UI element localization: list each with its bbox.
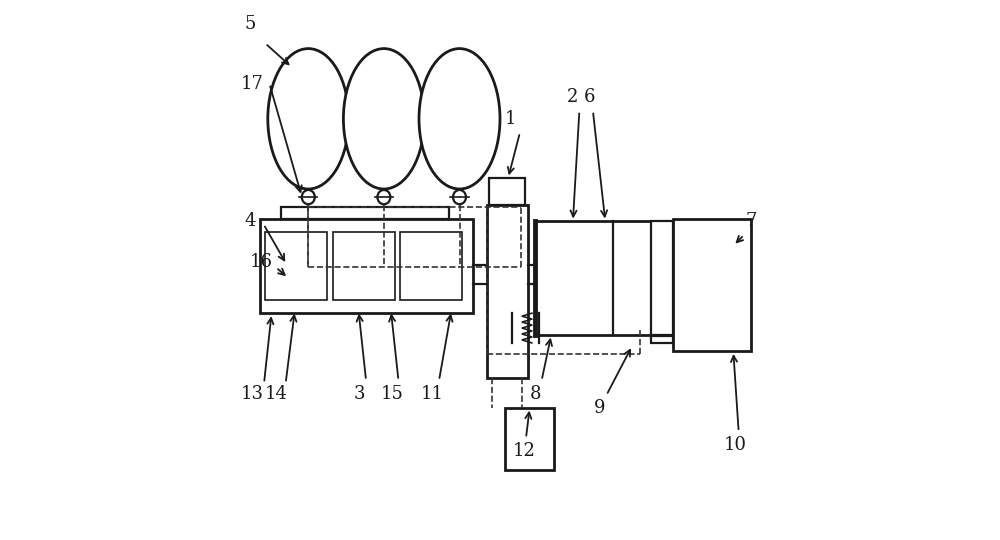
Ellipse shape <box>377 190 390 204</box>
Text: 12: 12 <box>513 442 536 460</box>
Bar <box>487 205 528 378</box>
Bar <box>260 219 473 313</box>
Bar <box>651 221 673 335</box>
Bar <box>673 219 751 351</box>
Text: 11: 11 <box>421 385 444 403</box>
Bar <box>535 221 651 335</box>
Ellipse shape <box>268 49 349 189</box>
Text: 13: 13 <box>241 385 264 403</box>
Text: 14: 14 <box>264 385 287 403</box>
Bar <box>505 408 554 470</box>
Bar <box>400 232 462 300</box>
Bar <box>651 336 673 343</box>
Ellipse shape <box>343 49 424 189</box>
Ellipse shape <box>302 190 315 204</box>
Text: 2: 2 <box>567 88 579 106</box>
Text: 15: 15 <box>381 385 403 403</box>
Bar <box>489 178 525 205</box>
Text: 1: 1 <box>505 110 517 128</box>
Bar <box>281 207 449 219</box>
Ellipse shape <box>419 49 500 189</box>
Bar <box>333 232 395 300</box>
Text: 8: 8 <box>529 385 541 403</box>
Text: 4: 4 <box>245 212 256 231</box>
Text: 16: 16 <box>250 253 273 271</box>
Text: 10: 10 <box>723 436 746 455</box>
Text: 5: 5 <box>245 15 256 33</box>
Bar <box>265 232 327 300</box>
Text: 7: 7 <box>745 212 757 231</box>
Text: 9: 9 <box>594 399 606 417</box>
Text: 3: 3 <box>354 385 365 403</box>
Text: 17: 17 <box>241 75 264 93</box>
Text: 6: 6 <box>583 88 595 106</box>
Ellipse shape <box>453 190 466 204</box>
